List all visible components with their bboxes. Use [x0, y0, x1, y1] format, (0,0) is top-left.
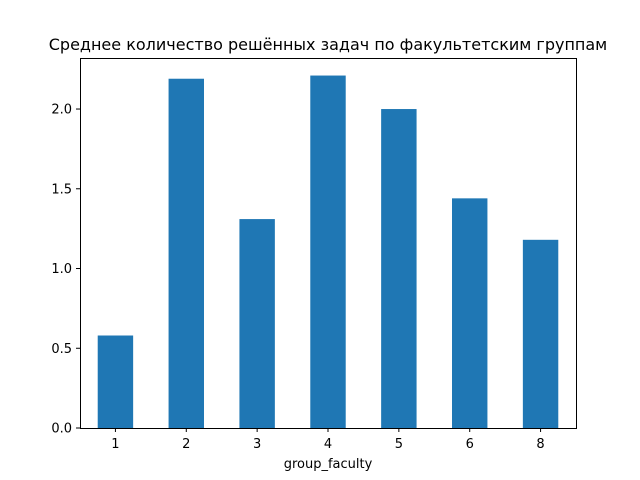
bars-group — [97, 75, 559, 429]
x-tick-label: 3 — [253, 437, 261, 452]
bar-6 — [452, 198, 488, 428]
x-tick-label: 4 — [324, 437, 332, 452]
y-tick-label: 0.0 — [51, 422, 72, 437]
x-axis-title: group_faculty — [284, 457, 373, 472]
bar-4 — [310, 75, 346, 429]
y-tick-label: 1.0 — [51, 262, 72, 277]
bar-8 — [522, 239, 559, 428]
x-tick-label: 5 — [395, 437, 403, 452]
x-tick-label: 2 — [182, 437, 190, 452]
x-tick-label: 6 — [466, 437, 474, 452]
y-axis: 0.0 0.5 1.0 1.5 2.0 — [51, 103, 80, 437]
bar-3 — [239, 219, 275, 428]
bar-2 — [168, 78, 204, 428]
plot-frame — [80, 58, 577, 429]
chart-title: Среднее количество решённых задач по фак… — [49, 35, 608, 54]
x-axis: 1 2 3 4 5 6 8 — [111, 428, 545, 452]
x-tick-label: 1 — [111, 437, 119, 452]
bar-5 — [381, 109, 417, 428]
x-tick-label: 8 — [536, 437, 544, 452]
y-tick-label: 1.5 — [51, 182, 72, 197]
bar-1 — [97, 335, 134, 428]
y-tick-label: 0.5 — [51, 342, 72, 357]
y-tick-label: 2.0 — [51, 103, 72, 118]
